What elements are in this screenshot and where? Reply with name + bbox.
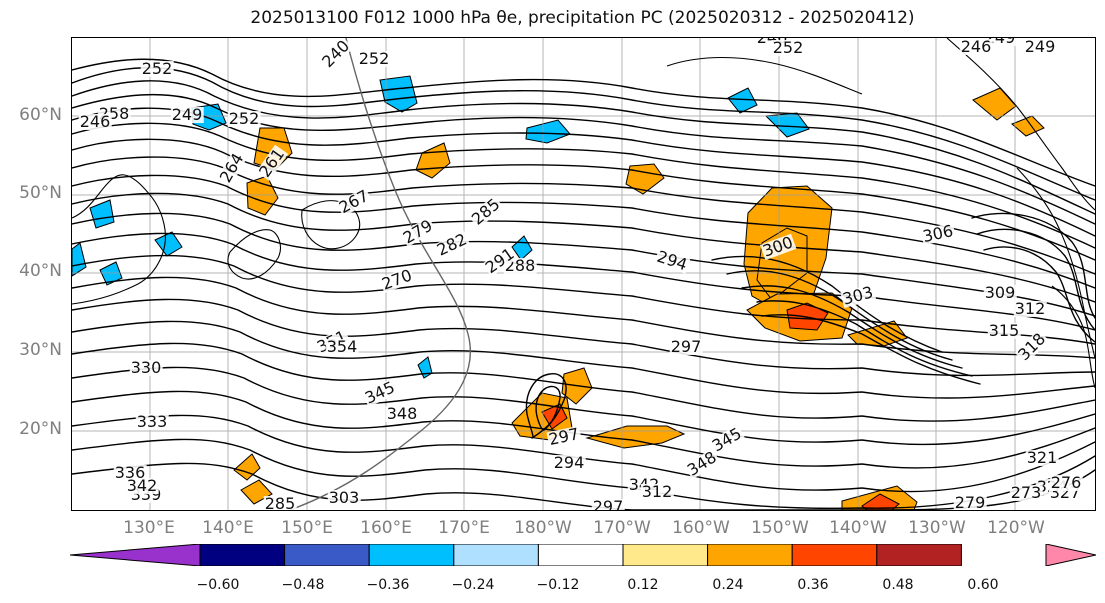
colorbar-tick-7: 0.36 — [797, 577, 829, 593]
colorbar-tick-6: 0.24 — [712, 577, 744, 593]
colorbar-segment — [876, 544, 962, 566]
lat-label-50n: 50°N — [19, 183, 62, 203]
lon-label-120w: 120°W — [987, 518, 1045, 538]
lon-label-140w: 140°W — [829, 518, 887, 538]
colorbar — [70, 544, 1096, 566]
colorbar-tick-9: 0.60 — [967, 577, 999, 593]
colorbar-segment — [368, 544, 455, 566]
lon-label-180w: 180°W — [514, 518, 572, 538]
lon-label-150e: 150°E — [281, 518, 333, 538]
colorbar-tick-0: −0.60 — [196, 577, 240, 593]
colorbar-tick-3: −0.24 — [451, 577, 495, 593]
great-circle-line — [289, 38, 472, 510]
lon-label-170w: 170°W — [593, 518, 651, 538]
colorbar-segment — [707, 544, 793, 566]
colorbar-segment — [791, 544, 878, 566]
lon-label-140e: 140°E — [202, 518, 254, 538]
precip-shading — [72, 75, 1045, 510]
lon-label-130w: 130°W — [908, 518, 966, 538]
lon-label-160w: 160°W — [672, 518, 730, 538]
coastlines — [72, 38, 1095, 389]
map-panel: 2462492522462492522582492462522402522642… — [72, 38, 1095, 510]
lat-label-30n: 30°N — [19, 340, 62, 360]
contours — [72, 58, 1095, 510]
lat-label-40n: 40°N — [19, 261, 62, 281]
lat-label-20n: 20°N — [19, 419, 62, 439]
map-svg — [72, 38, 1095, 510]
plot-title: 2025013100 F012 1000 hPa θe, precipitati… — [250, 8, 915, 28]
colorbar-extend-left — [70, 544, 201, 566]
colorbar-segment — [284, 544, 370, 566]
lon-label-170e: 170°E — [438, 518, 490, 538]
colorbar-segment — [453, 544, 539, 566]
colorbar-tick-8: 0.48 — [882, 577, 914, 593]
colorbar-tick-2: −0.36 — [366, 577, 410, 593]
colorbar-segment — [622, 544, 709, 566]
colorbar-segment — [199, 544, 286, 566]
lon-label-160e: 160°E — [360, 518, 412, 538]
colorbar-tick-4: −0.12 — [536, 577, 580, 593]
colorbar-tick-1: −0.48 — [281, 577, 325, 593]
colorbar-tick-5: 0.12 — [627, 577, 659, 593]
lon-label-130e: 130°E — [123, 518, 175, 538]
gridlines — [72, 38, 1095, 510]
lat-label-60n: 60°N — [19, 105, 62, 125]
lon-label-150w: 150°W — [751, 518, 809, 538]
colorbar-segment — [537, 544, 624, 566]
colorbar-extend-right — [1045, 544, 1096, 566]
